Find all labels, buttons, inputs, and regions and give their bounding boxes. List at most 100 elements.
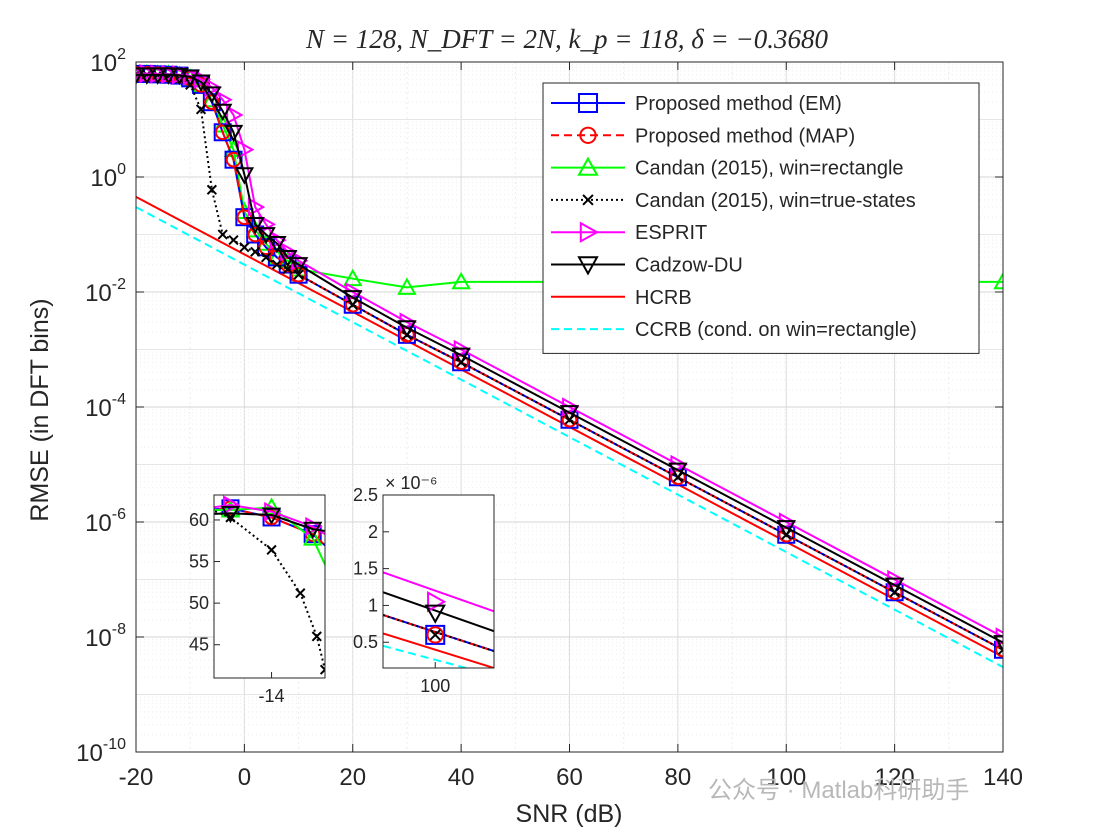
marker-triangle-down xyxy=(267,236,287,254)
marker-triangle-right xyxy=(579,221,600,243)
series-line xyxy=(136,206,1003,668)
inset-left: -14 45 50 55 60 xyxy=(189,494,326,706)
marker-x xyxy=(206,184,217,195)
x-tick-label: 60 xyxy=(556,764,583,791)
legend-label: Candan (2015), win=rectangle xyxy=(635,158,904,180)
marker-triangle-right xyxy=(247,197,266,217)
inset-series xyxy=(383,571,494,668)
marker-x xyxy=(239,242,250,253)
marker-triangle-down xyxy=(137,67,157,85)
y-tick-label: 10-6 xyxy=(85,506,126,537)
legend-label: Cadzow-DU xyxy=(635,255,743,277)
chart-title: N = 128, N_DFT = 2N, k_p = 118, δ = −0.3… xyxy=(305,24,828,54)
inset-layer: -14 45 50 55 60 100 0.5 1 1.5 2 2.5 × 10⁻⁶ xyxy=(189,473,495,706)
legend-box xyxy=(542,82,980,354)
inset-series-line xyxy=(383,632,494,668)
marker-triangle-down xyxy=(776,520,796,538)
marker-square xyxy=(994,640,1003,659)
marker-x xyxy=(319,664,325,675)
marker-triangle-down xyxy=(213,103,233,122)
legend-entry: Cadzow-DU xyxy=(551,255,743,277)
marker-x xyxy=(250,246,261,257)
x-axis-label: SNR (dB) xyxy=(516,800,623,828)
marker-triangle-down xyxy=(147,67,168,85)
marker-triangle-up xyxy=(397,277,417,295)
y-tick-label: 100 xyxy=(90,161,126,192)
y-tick-label: 10-10 xyxy=(76,736,126,767)
marker-x xyxy=(266,544,277,556)
x-tick-label: 20 xyxy=(339,764,366,791)
legend-label: Candan (2015), win=true-states xyxy=(635,190,916,212)
marker-triangle-down xyxy=(169,67,190,86)
series-7 xyxy=(136,206,1003,668)
marker-x xyxy=(271,259,282,270)
legend-label: HCRB xyxy=(635,287,692,309)
marker-triangle-right xyxy=(223,495,241,515)
marker-x xyxy=(260,252,272,263)
marker-triangle-right xyxy=(226,105,244,125)
marker-x xyxy=(293,269,304,280)
marker-x xyxy=(282,264,293,275)
inset-y-tick-label: 50 xyxy=(189,593,209,613)
marker-triangle-down xyxy=(158,67,179,85)
marker-square xyxy=(246,225,265,244)
inset-y-tick-label: 2 xyxy=(368,522,378,542)
marker-triangle-down xyxy=(884,577,905,596)
marker-x xyxy=(311,631,322,642)
marker-x xyxy=(217,229,228,240)
marker-square xyxy=(213,123,232,142)
marker-triangle-down xyxy=(256,227,276,245)
legend-entry: ESPRIT xyxy=(551,221,707,244)
inset-series-line xyxy=(214,512,325,532)
legend-label: CCRB (cond. on win=rectangle) xyxy=(635,319,917,341)
x-tick-label: 140 xyxy=(983,764,1023,791)
marker-circle xyxy=(995,641,1003,658)
inset-frame xyxy=(213,494,326,679)
marker-triangle-down xyxy=(223,124,244,143)
marker-triangle-down xyxy=(288,257,309,275)
marker-triangle-down xyxy=(424,604,446,624)
legend: Proposed method (EM) Proposed method (MAP… xyxy=(542,82,980,354)
inset-x-tick-label: -14 xyxy=(259,686,285,706)
marker-x xyxy=(228,234,239,246)
marker-square xyxy=(289,265,308,284)
marker-triangle-down xyxy=(202,86,222,104)
inset-y-tick-label: 2.5 xyxy=(353,485,378,505)
marker-triangle-down xyxy=(451,347,471,366)
marker-triangle-down xyxy=(302,521,323,540)
inset-y-tick-label: 1.5 xyxy=(353,559,378,579)
y-tick-label: 102 xyxy=(90,46,126,77)
y-tick-label: 10-4 xyxy=(85,391,126,422)
y-axis-label: RMSE (in DFT bins) xyxy=(26,298,54,521)
inset-series-line xyxy=(383,571,494,613)
inset-y-tick-label: 0.5 xyxy=(353,632,378,652)
legend-label: Proposed method (EM) xyxy=(635,93,842,115)
inset-series-line xyxy=(383,614,494,653)
legend-entry: CCRB (cond. on win=rectangle) xyxy=(551,319,917,341)
inset-y-exponent: × 10⁻⁶ xyxy=(385,473,437,493)
marker-square xyxy=(578,93,598,113)
marker-x xyxy=(582,194,594,206)
marker-x xyxy=(429,629,441,641)
marker-triangle-down xyxy=(220,505,241,524)
inset-series xyxy=(214,495,325,675)
inset-y-tick-label: 45 xyxy=(189,635,209,655)
inset-frame xyxy=(382,494,495,669)
watermark: 公众号 · Matlab科研助手 xyxy=(708,777,969,804)
marker-circle xyxy=(290,266,307,283)
marker-triangle-down xyxy=(136,67,146,85)
x-tick-label: 40 xyxy=(448,764,475,791)
y-tick-label: 10-8 xyxy=(85,621,126,652)
inset-y-tick-label: 55 xyxy=(189,552,209,572)
marker-triangle-up xyxy=(451,271,471,290)
inset-y-tick-label: 1 xyxy=(368,595,378,615)
legend-entry: Proposed method (EM) xyxy=(551,93,842,115)
marker-triangle-down xyxy=(668,462,688,481)
legend-label: Proposed method (MAP) xyxy=(635,125,855,147)
marker-triangle-up xyxy=(302,528,323,546)
inset-series-line xyxy=(383,644,471,668)
axes: -20 0 20 40 60 80 100 120 140 102 100 10-2 10-4 10-6 1… xyxy=(76,46,1023,791)
series-line xyxy=(136,73,1003,644)
